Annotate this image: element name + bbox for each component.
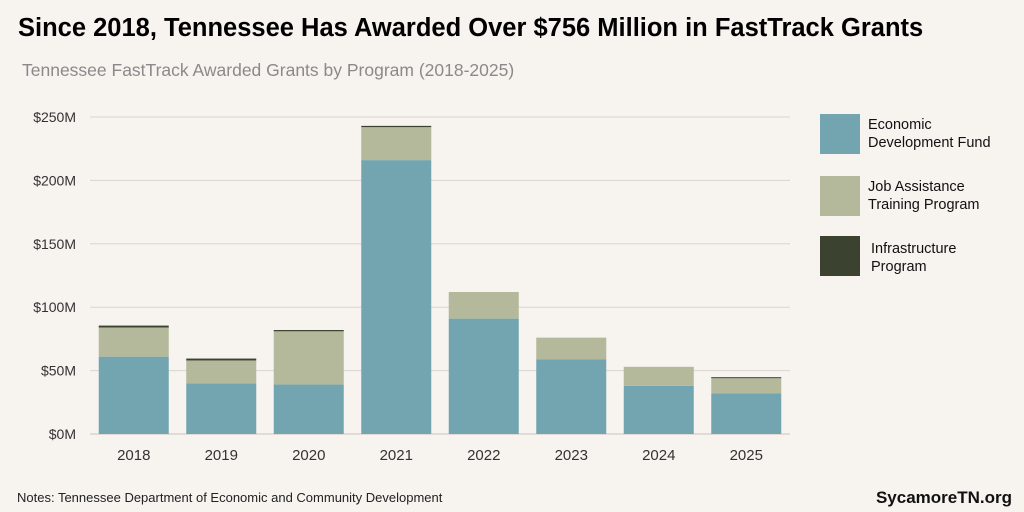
bar-segment (711, 378, 782, 394)
bar-segment (98, 325, 169, 328)
x-tick-label: 2024 (642, 447, 675, 464)
x-tick-label: 2023 (555, 447, 588, 464)
bar-segment (711, 377, 782, 379)
legend-label-infrastructure: Infrastructure Program (871, 241, 957, 275)
legend-swatch-infrastructure (820, 236, 860, 276)
bar-segment (448, 318, 519, 434)
legend-swatch-economic (820, 114, 860, 154)
x-tick-label: 2018 (117, 447, 150, 464)
source-notes: Notes: Tennessee Department of Economic … (17, 490, 443, 505)
chart-title: Since 2018, Tennessee Has Awarded Over $… (18, 14, 924, 42)
chart-subtitle: Tennessee FastTrack Awarded Grants by Pr… (22, 60, 515, 80)
y-tick-label: $150M (33, 236, 76, 252)
bar-segment (273, 384, 344, 434)
x-tick-label: 2025 (730, 447, 763, 464)
bar-segment (623, 366, 694, 386)
bar-segment (186, 358, 257, 361)
y-tick-label: $200M (33, 172, 76, 188)
x-tick-label: 2022 (467, 447, 500, 464)
y-tick-label: $250M (33, 109, 76, 125)
bar-segment (536, 337, 607, 360)
bar-segment (711, 393, 782, 434)
bar-segment (623, 385, 694, 434)
bar-segment (273, 331, 344, 385)
legend-swatch-job-assistance (820, 176, 860, 216)
bar-segment (98, 356, 169, 434)
legend-label-economic: Economic Development Fund (868, 117, 991, 151)
bar-segment (186, 383, 257, 434)
bar-segment (361, 127, 432, 161)
legend-label-job-assistance: Job Assistance Training Program (868, 179, 980, 213)
y-tick-label: $0M (49, 426, 76, 442)
bar-segment (361, 125, 432, 128)
x-tick-label: 2019 (205, 447, 238, 464)
bar-segment (536, 359, 607, 434)
x-tick-label: 2020 (292, 447, 325, 464)
y-tick-label: $50M (41, 363, 76, 379)
bar-segment (98, 327, 169, 357)
bar-segment (361, 160, 432, 434)
bar-segment (186, 360, 257, 384)
y-tick-label: $100M (33, 299, 76, 315)
bar-segment (273, 330, 344, 332)
brand-logo-text: SycamoreTN.org (875, 488, 1012, 507)
x-tick-label: 2021 (380, 447, 413, 464)
bar-segment (448, 291, 519, 319)
